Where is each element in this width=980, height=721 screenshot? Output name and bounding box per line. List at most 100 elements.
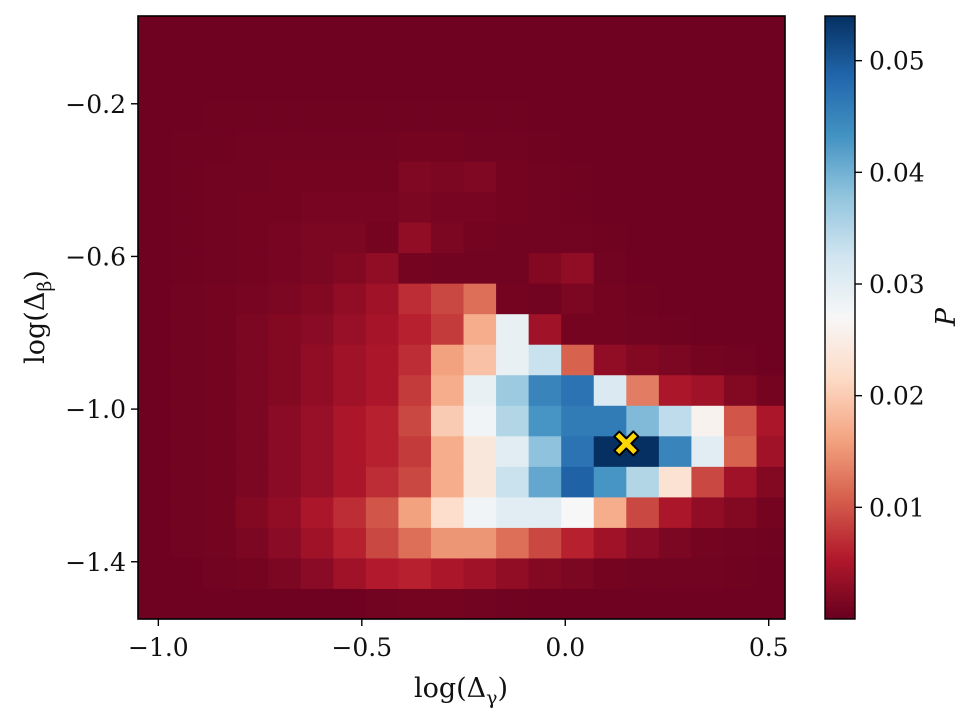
heatmap-cell — [463, 466, 497, 498]
heatmap-cell — [430, 374, 465, 406]
heatmap-cell — [203, 191, 237, 223]
heatmap-cell — [300, 496, 334, 528]
heatmap-cell — [528, 527, 562, 559]
heatmap-cell — [658, 344, 692, 376]
heatmap-cell — [268, 252, 302, 284]
heatmap-cell — [528, 466, 562, 498]
heatmap-cell — [333, 99, 367, 131]
heatmap-cell — [203, 283, 237, 315]
heatmap-cell — [430, 130, 465, 162]
heatmap-cell — [626, 405, 660, 437]
heatmap-cell — [365, 222, 399, 254]
heatmap-cell — [203, 99, 237, 131]
heatmap-cell — [365, 496, 399, 528]
heatmap-cell — [756, 405, 786, 437]
heatmap-cell — [691, 252, 725, 284]
x-tick-label: −0.5 — [331, 633, 392, 662]
heatmap-cell — [365, 99, 399, 131]
heatmap-cell — [170, 161, 204, 193]
heatmap-cell — [235, 344, 269, 376]
heatmap-cell — [723, 252, 758, 284]
heatmap-cell — [365, 69, 399, 101]
heatmap-cell — [528, 344, 562, 376]
heatmap-cell — [365, 161, 399, 193]
heatmap-cell — [528, 283, 562, 315]
heatmap-cell — [593, 283, 627, 315]
colorbar — [824, 15, 856, 620]
heatmap-cell — [626, 161, 660, 193]
heatmap-cell — [593, 38, 627, 70]
heatmap-cell — [463, 374, 497, 406]
heatmap-cell — [203, 527, 237, 559]
heatmap-cell — [723, 283, 758, 315]
heatmap-cell — [463, 130, 497, 162]
heatmap-cell — [365, 283, 399, 315]
heatmap-cell — [528, 69, 562, 101]
heatmap-cell — [658, 374, 692, 406]
heatmap-cell — [235, 435, 269, 467]
heatmap-cell — [300, 466, 334, 498]
heatmap-cell — [496, 38, 530, 70]
heatmap-cell — [723, 374, 758, 406]
heatmap-cell — [138, 374, 172, 406]
heatmap-cell — [398, 496, 432, 528]
heatmap-cell — [691, 130, 725, 162]
heatmap-cell — [203, 130, 237, 162]
heatmap-cell — [593, 313, 627, 345]
heatmap-cell — [170, 435, 204, 467]
plot-frame — [137, 15, 786, 620]
heatmap-cell — [203, 38, 237, 70]
heatmap-cell — [268, 496, 302, 528]
heatmap-cell — [463, 99, 497, 131]
heatmap-cell — [528, 38, 562, 70]
heatmap-cell — [300, 161, 334, 193]
heatmap-cell — [430, 435, 465, 467]
heatmap-cell — [561, 557, 595, 589]
heatmap-cell — [203, 435, 237, 467]
heatmap-cell — [561, 435, 595, 467]
heatmap-cell — [723, 405, 758, 437]
heatmap-cell — [235, 313, 269, 345]
heatmap-cell — [463, 405, 497, 437]
heatmap-cell — [333, 435, 367, 467]
heatmap-cell — [593, 496, 627, 528]
y-axis-label: log(Δβ) — [20, 270, 56, 364]
heatmap-cell — [496, 161, 530, 193]
heatmap-cell — [723, 466, 758, 498]
heatmap-cell — [756, 222, 786, 254]
heatmap-cell — [138, 588, 172, 620]
heatmap-cell — [496, 435, 530, 467]
heatmap-cell — [300, 16, 334, 40]
heatmap-cell — [561, 161, 595, 193]
heatmap-cell — [593, 344, 627, 376]
heatmap-cell — [430, 527, 465, 559]
heatmap-cell — [170, 191, 204, 223]
heatmap-cell — [235, 405, 269, 437]
heatmap-cell — [593, 69, 627, 101]
heatmap-cell — [593, 557, 627, 589]
heatmap-cell — [626, 222, 660, 254]
heatmap-cell — [593, 527, 627, 559]
heatmap-cell — [365, 38, 399, 70]
heatmap-cell — [203, 344, 237, 376]
heatmap-cell — [170, 344, 204, 376]
heatmap-cell — [138, 130, 172, 162]
heatmap-cell — [691, 99, 725, 131]
heatmap-cell — [528, 191, 562, 223]
heatmap-cell — [496, 99, 530, 131]
heatmap-cell — [463, 283, 497, 315]
heatmap-cell — [496, 69, 530, 101]
heatmap-cell — [756, 527, 786, 559]
heatmap-cell — [203, 557, 237, 589]
heatmap-cell — [268, 130, 302, 162]
heatmap-cell — [496, 283, 530, 315]
heatmap-cell — [430, 588, 465, 620]
heatmap-cell — [138, 69, 172, 101]
heatmap-cell — [138, 16, 172, 40]
heatmap-cell — [756, 38, 786, 70]
heatmap-cell — [365, 191, 399, 223]
heatmap-cell — [723, 588, 758, 620]
y-tick-label: −0.2 — [65, 90, 126, 119]
heatmap-cell — [593, 405, 627, 437]
heatmap-cell — [235, 496, 269, 528]
